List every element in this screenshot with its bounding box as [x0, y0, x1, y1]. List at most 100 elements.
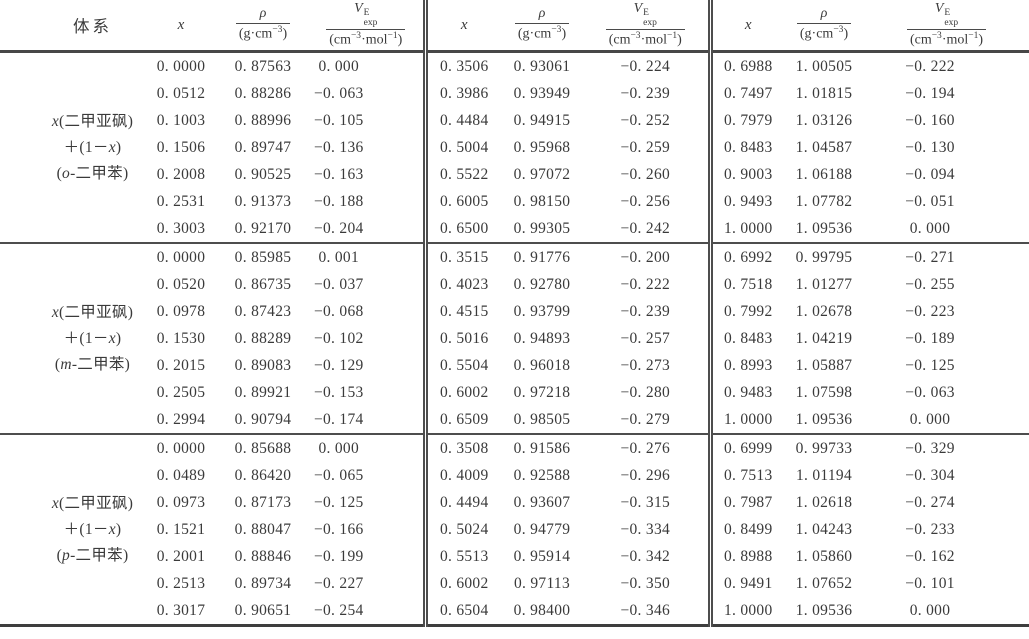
x-value: 0. 5504	[422, 352, 501, 379]
rho-value: 0. 91776	[513, 248, 571, 266]
vexp-value: −0. 129	[313, 356, 364, 374]
rho-value: 1. 04587	[795, 138, 853, 156]
rho-value: 0. 99733	[795, 439, 853, 457]
rho-value: 1. 00505	[795, 57, 853, 75]
rho-value: 0. 90794	[234, 410, 292, 428]
x-symbol: x	[460, 16, 468, 33]
rho-value: 0. 88047	[234, 520, 292, 538]
table-row: 0. 0520 0. 86735 −0. 037 0. 4023 0. 92780 −0.…	[0, 271, 1029, 298]
x-value: 0. 2994	[156, 410, 206, 428]
vexp-value: −0. 334	[620, 520, 671, 538]
vexp-value: −0. 153	[313, 383, 364, 401]
vexp-value: −0. 329	[905, 439, 955, 457]
vexp-value: −0. 233	[905, 520, 955, 538]
x-value: 0. 6988	[707, 51, 784, 80]
vexp-value: −0. 199	[313, 547, 364, 565]
rho-value: 0. 98150	[513, 192, 571, 210]
vexp-value: 0. 000	[909, 219, 951, 237]
vexp-value: −0. 271	[905, 248, 955, 266]
vexp-value: −0. 242	[620, 219, 671, 237]
rho-unit: (g·cm−3)	[235, 23, 291, 43]
rho-value: 0. 95914	[513, 547, 571, 565]
rho-value: 0. 88846	[234, 547, 292, 565]
x-value: 0. 2008	[156, 165, 206, 183]
rho-symbol: ρ	[538, 6, 546, 22]
table-row: 0. 1506 0. 89747 −0. 136 0. 5004 0. 95968 −0.…	[0, 134, 1029, 161]
rho-value: 0. 91586	[513, 439, 571, 457]
x-value: 0. 8483	[707, 134, 784, 161]
table-row: 0. 3003 0. 92170 −0. 204 0. 6500 0. 99305 −0.…	[0, 215, 1029, 243]
rho-value: 0. 88996	[234, 111, 292, 129]
x-value: 0. 7987	[707, 489, 784, 516]
rho-value: 0. 92170	[234, 219, 292, 237]
vexp-value: −0. 273	[620, 356, 671, 374]
x-value: 0. 9483	[707, 379, 784, 406]
system-label: x(二甲亚砜) ＋(1－x) (m-二甲苯)	[51, 303, 134, 373]
x-value: 0. 5004	[422, 134, 501, 161]
system-label: x(二甲亚砜) ＋(1－x) (p-二甲苯)	[51, 494, 134, 564]
table-row: 0. 0489 0. 86420 −0. 065 0. 4009 0. 92588 −0.…	[0, 462, 1029, 489]
rho-value: 1. 07782	[795, 192, 853, 210]
x-value: 0. 7518	[707, 271, 784, 298]
table-section-1: x(二甲亚砜) ＋(1－x) (o-二甲苯) 0. 0000 0. 87563 0. 00…	[0, 51, 1029, 243]
rho-value: 1. 02618	[795, 493, 853, 511]
table-row: 0. 2008 0. 90525 −0. 163 0. 5522 0. 97072 −0.…	[0, 161, 1029, 188]
vexp-value: −0. 296	[620, 466, 671, 484]
vexp-value: −0. 063	[313, 84, 364, 102]
x-value: 0. 0489	[156, 466, 206, 484]
vexp-unit: (cm−3·mol−1)	[326, 28, 406, 49]
x-value: 0. 8499	[707, 516, 784, 543]
x-value: 0. 9493	[707, 188, 784, 215]
rho-value: 0. 97072	[513, 165, 571, 183]
table-row: 0. 2531 0. 91373 −0. 188 0. 6005 0. 98150 −0.…	[0, 188, 1029, 215]
x-value: 0. 6005	[422, 188, 501, 215]
vexp-value: −0. 259	[620, 138, 671, 156]
x-value: 0. 8988	[707, 543, 784, 570]
vexp-value: −0. 174	[313, 410, 364, 428]
vexp-value: −0. 094	[905, 165, 955, 183]
col-header-rho-2: ρ (g·cm−3)	[501, 0, 583, 53]
vexp-value: −0. 051	[905, 192, 955, 210]
rho-fraction: ρ (g·cm−3)	[235, 6, 291, 43]
vexp-value: −0. 222	[620, 275, 671, 293]
rho-value: 0. 93607	[513, 493, 571, 511]
rho-value: 0. 85985	[234, 248, 292, 266]
table-row: 0. 2505 0. 89921 −0. 153 0. 6002 0. 97218 −0.…	[0, 379, 1029, 406]
system-label: x(二甲亚砜) ＋(1－x) (o-二甲苯)	[51, 112, 134, 182]
x-value: 0. 7513	[707, 462, 784, 489]
x-value: 0. 5016	[422, 325, 501, 352]
rho-value: 1. 01277	[795, 275, 853, 293]
rho-value: 1. 02678	[795, 302, 853, 320]
rho-value: 0. 89747	[234, 138, 292, 156]
x-value: 0. 4515	[422, 298, 501, 325]
rho-value: 1. 07598	[795, 383, 853, 401]
x-value: 1. 0000	[707, 597, 784, 626]
table-section-2: x(二甲亚砜) ＋(1－x) (m-二甲苯) 0. 0000 0. 85985 0. 00…	[0, 243, 1029, 434]
rho-value: 0. 90651	[234, 601, 292, 619]
x-value: 0. 3508	[422, 434, 501, 462]
col-header-rho-3: ρ (g·cm−3)	[784, 0, 864, 53]
rho-value: 0. 91373	[234, 192, 292, 210]
rho-value: 0. 87423	[234, 302, 292, 320]
rho-value: 0. 98400	[513, 601, 571, 619]
vexp-value: −0. 255	[905, 275, 955, 293]
x-value: 0. 9003	[707, 161, 784, 188]
x-value: 1. 0000	[707, 406, 784, 434]
vexp-value: −0. 166	[313, 520, 364, 538]
vexp-value: −0. 068	[313, 302, 364, 320]
x-value: 0. 0973	[156, 493, 206, 511]
x-value: 0. 3003	[156, 219, 206, 237]
x-value: 0. 7992	[707, 298, 784, 325]
x-value: 0. 6992	[707, 243, 784, 271]
vexp-value: −0. 223	[905, 302, 955, 320]
vexp-value: −0. 257	[620, 329, 671, 347]
vexp-value: −0. 252	[620, 111, 671, 129]
rho-value: 0. 88289	[234, 329, 292, 347]
x-value: 0. 5522	[422, 161, 501, 188]
rho-value: 1. 05860	[795, 547, 853, 565]
